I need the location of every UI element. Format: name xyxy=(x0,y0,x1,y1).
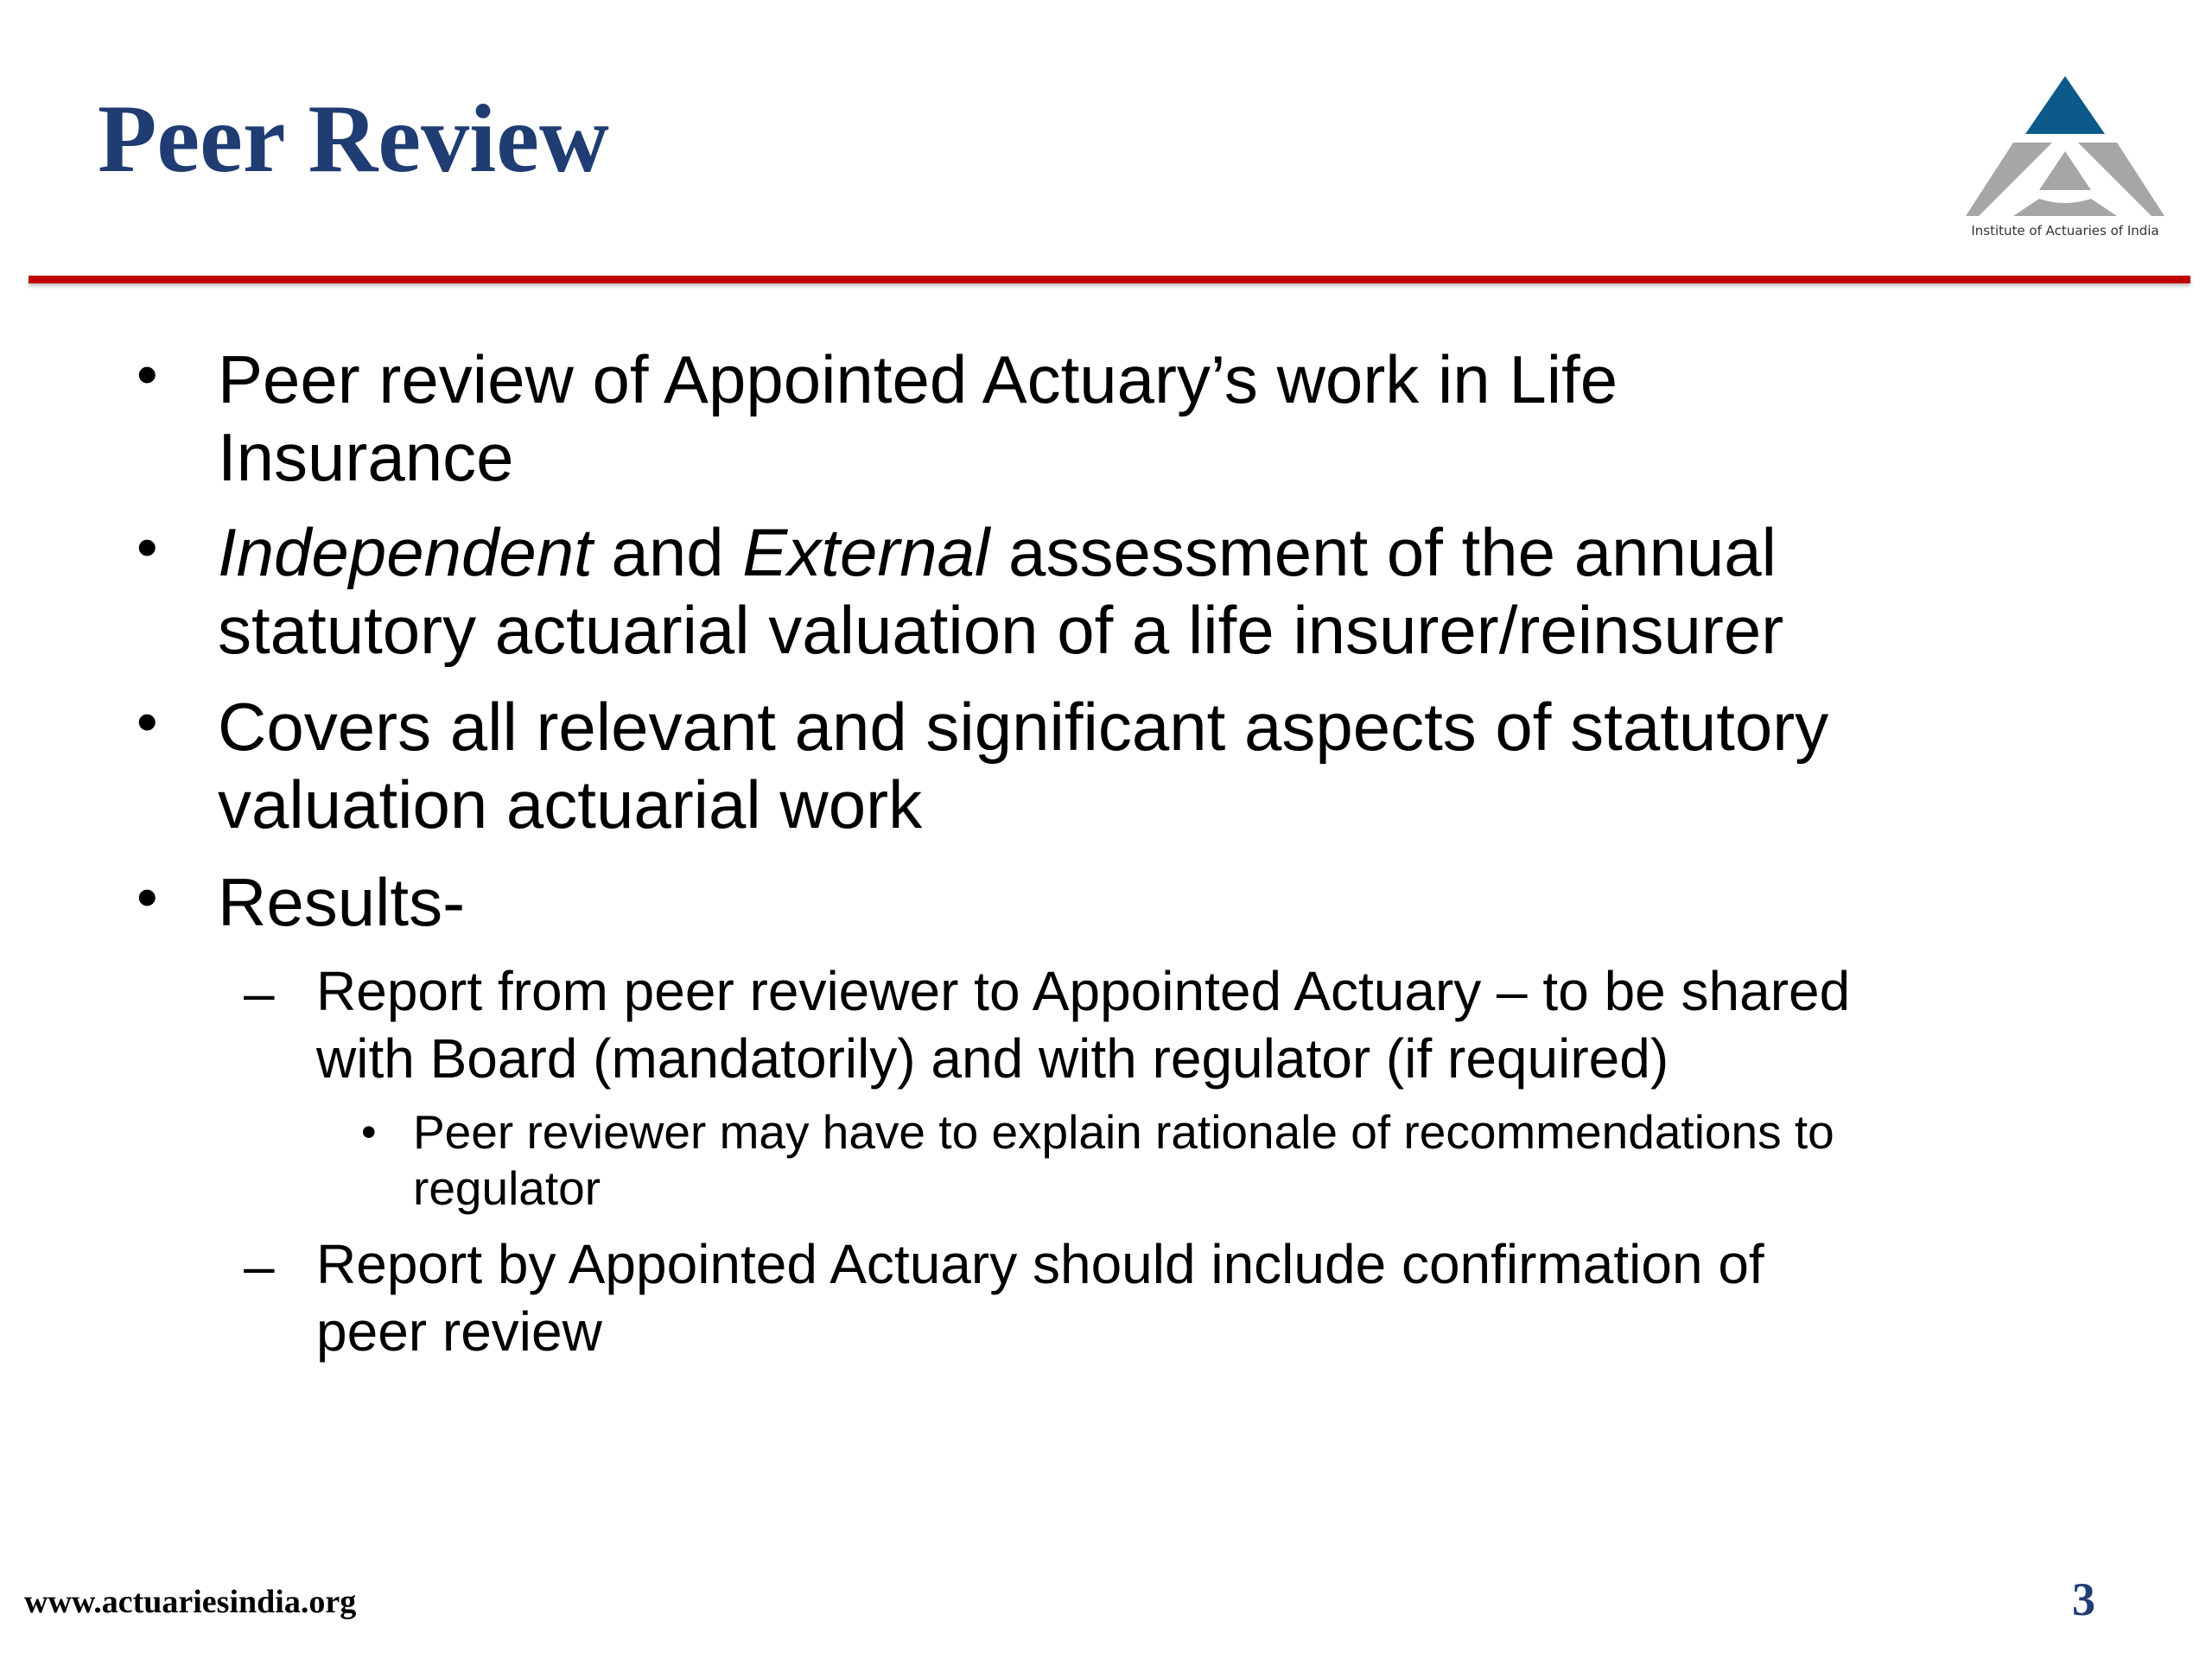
bullet-1-line-1: Peer review of Appointed Actuary’s work … xyxy=(218,341,1618,417)
bullet-icon: • xyxy=(137,513,158,581)
sub-sub-bullet-line-1: Peer reviewer may have to explain ration… xyxy=(413,1105,1834,1159)
header-rule xyxy=(29,276,2190,283)
bullet-icon: • xyxy=(137,863,158,931)
sub-sub-bullet-line-2: regulator xyxy=(413,1161,601,1215)
logo-grey-base xyxy=(2013,199,2117,216)
bullet-3-line-1: Covers all relevant and significant aspe… xyxy=(218,689,1829,765)
logo-blue-triangle xyxy=(2025,76,2105,134)
bullet-3-line-2: valuation actuarial work xyxy=(218,766,923,842)
sub-bullet-2-line-1: Report by Appointed Actuary should inclu… xyxy=(316,1233,1764,1295)
text-and: and xyxy=(592,514,743,590)
footer-website-link[interactable]: www.actuariesindia.org xyxy=(24,1584,357,1620)
logo-grey-left xyxy=(1966,143,2052,216)
bullet-icon: • xyxy=(137,688,158,755)
dash-icon: – xyxy=(244,962,275,1024)
bullet-1-line-2: Insurance xyxy=(218,419,514,495)
bullet-2-line-2: statutory actuarial valuation of a life … xyxy=(218,592,1784,668)
bullet-icon: • xyxy=(361,1108,377,1156)
bullet-4-line-1: Results- xyxy=(218,864,466,940)
logo-grey-right xyxy=(2078,143,2164,216)
page-number: 3 xyxy=(2072,1573,2095,1625)
bullet-2-line-1: Independent and External assessment of t… xyxy=(218,518,1777,586)
logo-text: Institute of Actuaries of India xyxy=(1971,223,2158,238)
sub-bullet-1-line-2: with Board (mandatorily) and with regula… xyxy=(316,1027,1669,1090)
logo-grey-center xyxy=(2039,151,2091,190)
italic-independent: Independent xyxy=(218,514,593,590)
slide-title: Peer Review xyxy=(98,86,609,193)
bullet-icon: • xyxy=(137,340,158,408)
text-rest: assessment of the annual xyxy=(989,514,1777,590)
dash-icon: – xyxy=(244,1235,275,1297)
italic-external: External xyxy=(742,514,990,590)
institute-logo: Institute of Actuaries of India xyxy=(1966,76,2164,238)
sub-bullet-2-line-2: peer review xyxy=(316,1300,602,1363)
sub-bullet-1-line-1: Report from peer reviewer to Appointed A… xyxy=(316,960,1851,1022)
